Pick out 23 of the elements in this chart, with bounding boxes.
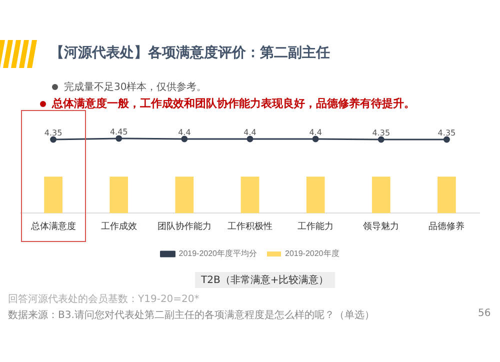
legend-label: 2019-2020年度平均分 [178,249,258,258]
text: 回答河源代表处的会员基数：Y19-20=20* [8,292,200,306]
text: 总体满意度一般，工作成效和团队协作能力表现良好，品德修养有待提升。 [50,96,415,111]
x-tick-label: 团队协作能力 [157,221,212,232]
x-tick-label: 工作成效 [100,221,137,232]
chart-title: 【河源代表处】各项满意度评价：第二副主任 [50,44,330,62]
annotation: 4.4 [309,128,322,138]
annotation: 4.4 [178,128,191,138]
annotation: 4.35 [438,128,456,138]
text: T2B（非常满意+比较满意） [195,272,335,288]
x-tick-label: 领导魅力 [363,221,400,232]
annotation: 4.35 [44,128,62,138]
annotation: 4.45 [110,128,128,137]
annotation: 4.4 [244,128,256,138]
x-tick-label: 总体满意度 [30,221,76,232]
annotation: 4.35 [372,128,390,138]
source-note: 数据来源：B3.请问您对代表处第二副主任的各项满意程度是怎么样的呢？（单选） [8,308,374,322]
x-tick-label: 品德修养 [428,221,465,232]
text: 56 [478,308,491,319]
x-tick-label: 工作积极性 [228,221,272,232]
text: 完成量不足30样本，仅供参考。 [63,80,207,94]
x-tick-label: 工作能力 [298,221,334,232]
legend-label: 2019-2020年度 [285,249,340,258]
